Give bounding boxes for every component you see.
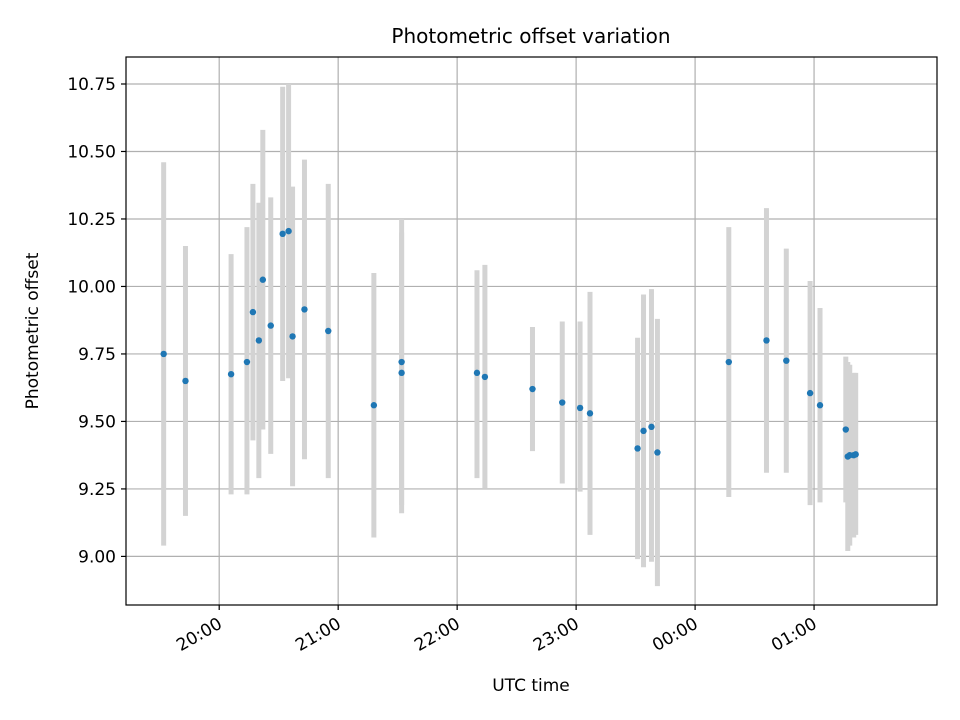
data-point (783, 357, 790, 364)
data-point (285, 227, 292, 235)
data-point (398, 358, 405, 366)
data-point (634, 445, 641, 452)
y-tick-label: 9.50 (78, 412, 116, 432)
x-tick-label: 00:00 (649, 614, 701, 656)
x-axis-label: UTC time (492, 676, 570, 696)
data-points (160, 227, 859, 460)
y-tick-label: 10.25 (67, 210, 116, 230)
data-point (816, 402, 824, 409)
y-tick-label: 9.75 (78, 345, 116, 365)
x-tick-label: 22:00 (411, 614, 463, 656)
data-point (227, 370, 235, 378)
data-point (763, 337, 770, 344)
x-tick-label: 20:00 (173, 614, 225, 656)
data-point (806, 389, 814, 397)
data-point (370, 402, 378, 409)
plot-frame (125, 56, 938, 606)
data-point (576, 404, 584, 412)
data-point (249, 308, 257, 316)
data-point (325, 327, 332, 335)
data-point (259, 276, 267, 283)
y-axis: 9.00 9.25 9.50 9.75 10.00 10.25 10.50 10.75 (67, 75, 126, 567)
data-point (640, 427, 647, 435)
y-tick-label: 10.75 (67, 75, 116, 95)
y-tick-label: 9.00 (78, 547, 116, 567)
y-tick-label: 10.00 (67, 277, 116, 297)
data-point (842, 426, 849, 433)
data-point (725, 358, 732, 366)
data-point (481, 373, 489, 381)
y-tick-label: 10.50 (67, 142, 116, 162)
x-tick-label: 01:00 (768, 614, 820, 656)
error-bars (161, 83, 859, 587)
data-point (398, 369, 405, 377)
data-point (586, 410, 594, 417)
y-axis-label: Photometric offset (23, 252, 43, 409)
x-tick-label: 21:00 (292, 614, 344, 656)
data-point (473, 369, 481, 377)
data-point (160, 350, 167, 358)
data-point (255, 337, 263, 344)
x-tick-label: 23:00 (530, 614, 582, 656)
x-axis: 20:00 21:00 22:00 23:00 00:00 01:00 (173, 605, 821, 656)
data-point (182, 377, 189, 385)
data-point (279, 230, 286, 238)
data-point (267, 322, 274, 329)
data-point (559, 399, 566, 406)
data-point (648, 423, 655, 431)
data-point (852, 451, 859, 458)
data-point (289, 333, 296, 340)
data-point (243, 358, 251, 366)
y-tick-label: 9.25 (78, 480, 116, 500)
data-point (529, 385, 536, 393)
data-point (301, 306, 308, 313)
data-point (654, 449, 661, 456)
chart-title: Photometric offset variation (391, 24, 670, 48)
